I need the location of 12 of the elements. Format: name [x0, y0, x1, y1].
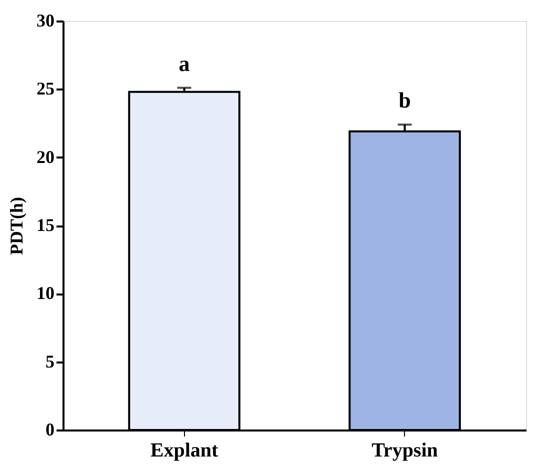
- y-tick-label: 10: [36, 283, 54, 304]
- x-tick-label: Explant: [150, 440, 218, 462]
- y-tick-label: 25: [36, 78, 54, 99]
- x-tick-label: Trypsin: [372, 440, 438, 462]
- y-tick-label: 0: [46, 420, 54, 440]
- annotation: b: [398, 88, 411, 113]
- y-tick-label: 30: [36, 10, 54, 30]
- y-axis-title: PDT(h): [6, 196, 26, 255]
- y-tick-label: 5: [46, 351, 54, 372]
- annotation: a: [178, 50, 190, 76]
- y-tick-label: 20: [36, 146, 54, 167]
- y-tick-label: 15: [36, 215, 54, 235]
